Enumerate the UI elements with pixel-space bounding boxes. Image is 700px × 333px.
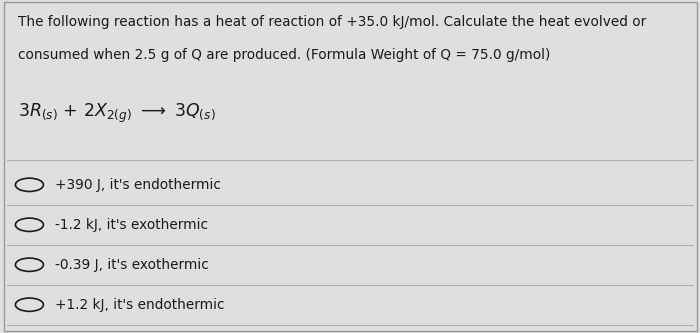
Text: The following reaction has a heat of reaction of +35.0 kJ/mol. Calculate the hea: The following reaction has a heat of rea…: [18, 15, 645, 29]
Text: -1.2 kJ, it's exothermic: -1.2 kJ, it's exothermic: [55, 218, 208, 232]
Text: +390 J, it's endothermic: +390 J, it's endothermic: [55, 178, 220, 192]
FancyBboxPatch shape: [4, 2, 696, 331]
Text: +1.2 kJ, it's endothermic: +1.2 kJ, it's endothermic: [55, 298, 224, 312]
Text: -0.39 J, it's exothermic: -0.39 J, it's exothermic: [55, 258, 209, 272]
Text: $3R_{(s)}$ $+$ $2X_{2(g)}$ $\longrightarrow$ $3Q_{(s)}$: $3R_{(s)}$ $+$ $2X_{2(g)}$ $\longrightar…: [18, 102, 215, 125]
Text: consumed when 2.5 g of Q are produced. (Formula Weight of Q = 75.0 g/mol): consumed when 2.5 g of Q are produced. (…: [18, 48, 550, 62]
